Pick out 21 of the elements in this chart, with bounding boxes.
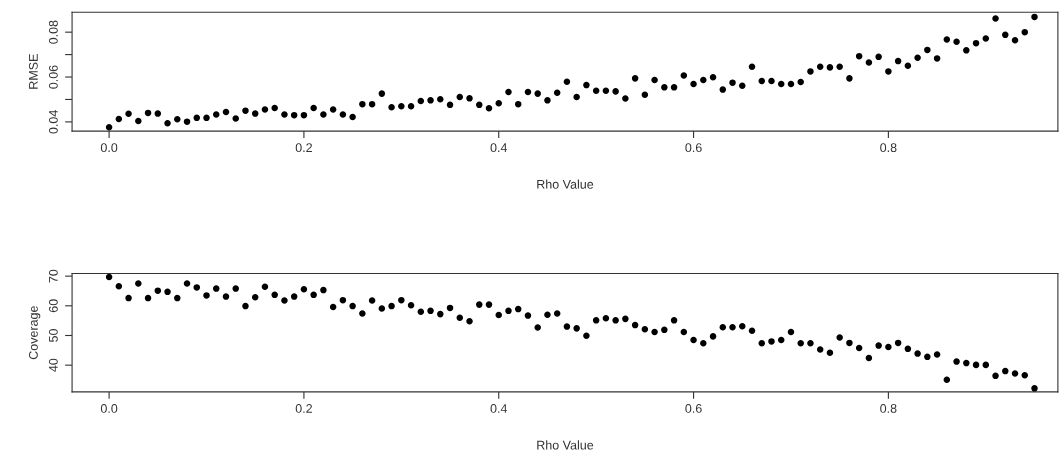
x-tick-label: 0.2 [295,404,312,413]
x-tick-label: 0.2 [295,143,312,153]
x-tick-label: 0.0 [100,143,118,153]
y-tick-label: 0.08 [48,20,58,44]
y-tick-label: 40 [48,358,58,372]
x-tick-label: 0.6 [685,404,702,413]
y-tick-label: 60 [48,299,58,313]
x-tick-label: 0.8 [880,143,897,153]
x-tick-label: 0.4 [490,143,508,153]
x-tick-label: 0.6 [685,143,702,153]
x-tick-label: 0.0 [100,404,118,413]
y-axis-title: RMSE [28,54,38,89]
y-tick-label: 0.04 [48,110,58,134]
x-axis-title: Rho Value [537,440,594,450]
y-tick-label: 70 [48,269,58,283]
x-tick-label: 0.4 [490,404,508,413]
y-tick-label: 50 [48,329,58,342]
y-axis-title: Coverage [28,306,41,360]
x-tick-label: 0.8 [880,404,897,413]
y-tick-label: 0.06 [48,65,58,89]
x-axis-title: Rho Value [537,179,594,189]
